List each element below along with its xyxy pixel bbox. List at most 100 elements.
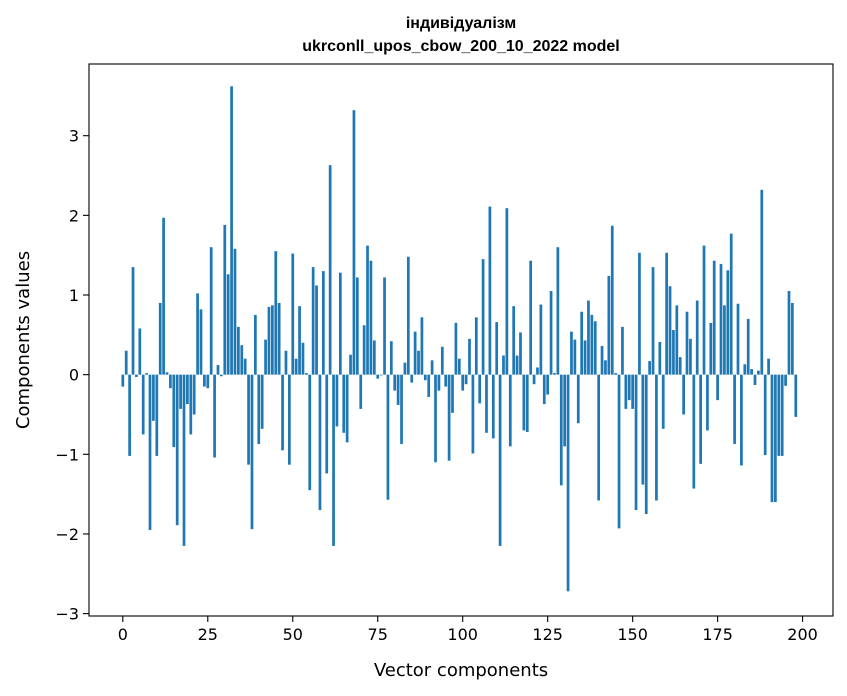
bar-177 <box>723 305 726 375</box>
bar-57 <box>315 285 318 375</box>
bar-118 <box>522 374 526 431</box>
bar-160 <box>665 252 668 375</box>
bar-195 <box>784 374 787 386</box>
bar-111 <box>498 374 502 546</box>
bar-43 <box>267 306 271 375</box>
bar-104 <box>474 317 478 375</box>
bar-133 <box>573 339 577 375</box>
bar-90 <box>427 374 431 397</box>
bar-40 <box>257 374 261 444</box>
bar-81 <box>396 374 400 405</box>
bar-129 <box>559 374 563 486</box>
bar-99 <box>457 358 461 375</box>
bar-156 <box>651 267 655 375</box>
bar-9 <box>152 374 155 421</box>
bar-151 <box>634 374 638 511</box>
x-tick-label: 150 <box>617 625 648 644</box>
bar-41 <box>260 374 264 429</box>
bar-100 <box>461 374 465 391</box>
bar-152 <box>638 252 641 375</box>
y-tick-label: 3 <box>69 127 79 146</box>
bar-0 <box>121 374 125 387</box>
bar-44 <box>271 305 274 375</box>
x-tick-label: 100 <box>447 625 478 644</box>
bar-155 <box>648 361 651 375</box>
bar-146 <box>617 374 621 529</box>
bar-54 <box>304 373 308 375</box>
bar-162 <box>672 330 675 375</box>
bar-97 <box>451 374 454 413</box>
bar-70 <box>359 374 363 409</box>
bar-117 <box>519 332 522 375</box>
bar-83 <box>403 362 407 375</box>
bar-102 <box>468 338 471 375</box>
bar-101 <box>464 374 468 385</box>
x-axis-label: Vector components <box>374 660 548 681</box>
bar-3 <box>131 267 135 375</box>
bar-196 <box>787 291 791 375</box>
bar-32 <box>230 86 233 375</box>
bar-47 <box>281 374 284 451</box>
y-tick-label: −3 <box>55 605 79 624</box>
bar-34 <box>237 326 240 375</box>
bar-185 <box>750 369 753 375</box>
bar-66 <box>345 374 349 443</box>
bar-167 <box>689 338 692 375</box>
bar-63 <box>335 374 339 427</box>
bar-20 <box>189 374 193 435</box>
bar-130 <box>563 374 567 447</box>
bar-65 <box>342 374 346 433</box>
bar-30 <box>223 224 227 375</box>
x-tick-label: 75 <box>368 625 388 644</box>
bar-131 <box>566 374 570 592</box>
bar-147 <box>621 326 624 375</box>
bar-186 <box>753 374 757 385</box>
bar-197 <box>791 302 794 375</box>
bar-4 <box>135 374 138 378</box>
x-tick-label: 200 <box>787 625 818 644</box>
y-tick-label: −2 <box>55 525 79 544</box>
bar-36 <box>243 358 247 375</box>
bar-50 <box>291 253 295 375</box>
bar-42 <box>264 339 267 375</box>
y-axis-label: Components values <box>13 251 34 429</box>
bar-137 <box>587 300 590 375</box>
bar-31 <box>226 274 230 375</box>
bar-94 <box>440 346 444 375</box>
bar-13 <box>165 372 169 375</box>
bar-161 <box>668 286 672 375</box>
bar-77 <box>383 277 386 375</box>
bar-19 <box>186 374 189 405</box>
bar-115 <box>512 306 516 375</box>
bar-150 <box>631 374 634 409</box>
bar-194 <box>780 374 784 456</box>
x-tick-label: 175 <box>702 625 733 644</box>
bar-6 <box>141 374 145 435</box>
bar-28 <box>216 365 220 375</box>
bar-180 <box>733 374 736 444</box>
bar-108 <box>488 206 492 375</box>
bar-175 <box>716 374 719 401</box>
bar-56 <box>311 267 315 375</box>
bar-29 <box>220 374 223 377</box>
bar-55 <box>308 374 312 491</box>
bar-173 <box>709 322 713 375</box>
bar-37 <box>247 374 250 465</box>
bar-187 <box>757 370 760 375</box>
bar-114 <box>508 374 512 447</box>
bar-8 <box>148 374 152 530</box>
bar-38 <box>250 374 254 530</box>
bar-17 <box>179 374 182 409</box>
bar-134 <box>576 374 580 424</box>
bar-95 <box>444 374 448 387</box>
bar-62 <box>332 374 335 546</box>
bar-172 <box>706 374 709 431</box>
bar-109 <box>491 374 495 439</box>
bar-79 <box>389 341 393 375</box>
bar-164 <box>678 357 682 375</box>
bar-74 <box>372 340 376 375</box>
bar-190 <box>767 358 770 375</box>
bar-71 <box>362 325 366 375</box>
bar-139 <box>593 321 597 375</box>
bar-145 <box>614 373 618 375</box>
